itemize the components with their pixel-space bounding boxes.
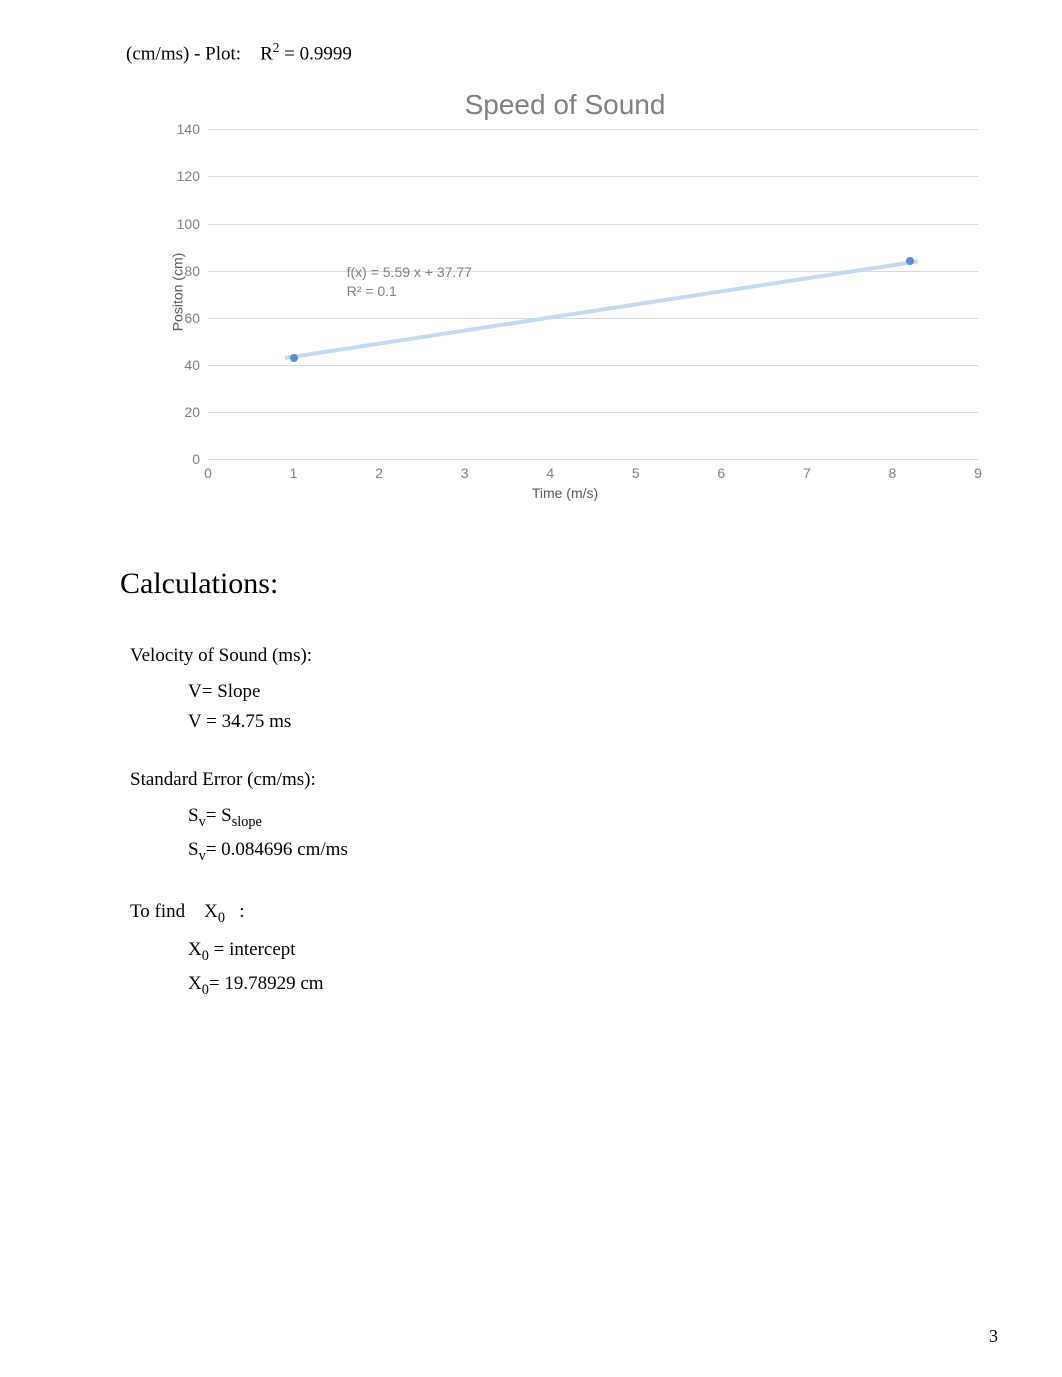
- v-rhs: Slope: [217, 681, 260, 702]
- x0a-sym: X: [188, 939, 202, 960]
- x-tick-label: 5: [632, 465, 640, 481]
- sslope-sym: S: [221, 805, 232, 826]
- plot-r2-line: (cm/ms) - Plot: R2 = 0.9999: [126, 40, 1002, 65]
- x0-sub: 0: [218, 910, 225, 926]
- plot-area: f(x) = 5.59 x + 37.77 R² = 0.1 020406080…: [208, 129, 978, 459]
- x-tick-label: 0: [204, 465, 212, 481]
- r2-rest: = 0.9999: [279, 43, 351, 64]
- sv2-sym: S: [188, 839, 199, 860]
- sv-sym: S: [188, 805, 199, 826]
- stderr-label: Standard Error (cm/ms):: [130, 769, 1002, 791]
- x-tick-label: 3: [461, 465, 469, 481]
- x0-sym: X: [204, 901, 218, 922]
- fit-line-1: f(x) = 5.59 x + 37.77: [347, 263, 472, 282]
- x-tick-label: 9: [974, 465, 982, 481]
- find-label: To find X0 :: [130, 901, 1002, 927]
- v-eq: =: [202, 681, 217, 702]
- stderr-line-2: Sv= 0.084696 cm/ms: [188, 839, 1002, 865]
- find-line-2: X0= 19.78929 cm: [188, 973, 1002, 999]
- sv-sub: v: [199, 814, 206, 830]
- x-axis-label: Time (m/s): [130, 485, 1000, 501]
- chart-title: Speed of Sound: [130, 89, 1000, 121]
- x0b-sym: X: [188, 973, 202, 994]
- x0b-rest: = 19.78929 cm: [209, 973, 324, 994]
- stderr-block: Standard Error (cm/ms): Sv= Sslope Sv= 0…: [130, 769, 1002, 865]
- sv2-sub: v: [199, 848, 206, 864]
- sv-eq: =: [206, 805, 221, 826]
- top-prefix: (cm/ms) - Plot:: [126, 43, 241, 64]
- y-tick-label: 20: [140, 404, 200, 420]
- stderr-line-1: Sv= Sslope: [188, 805, 1002, 831]
- x-tick-label: 8: [889, 465, 897, 481]
- r2-sym: R: [260, 43, 273, 64]
- x0a-rest: = intercept: [209, 939, 296, 960]
- y-tick-label: 0: [140, 451, 200, 467]
- data-marker: [906, 257, 914, 265]
- y-tick-label: 100: [140, 216, 200, 232]
- page-number: 3: [989, 1326, 998, 1347]
- y-tick-label: 80: [140, 263, 200, 279]
- find-prefix: To find: [130, 901, 185, 922]
- x-tick-label: 7: [803, 465, 811, 481]
- gridlines: [208, 129, 978, 459]
- fit-line-2: R² = 0.1: [347, 282, 472, 301]
- x0b-sub: 0: [202, 981, 209, 997]
- sslope-sub: slope: [232, 814, 262, 830]
- calculations-heading: Calculations:: [120, 567, 1002, 601]
- velocity-label: Velocity of Sound (ms):: [130, 645, 1002, 667]
- find-block: To find X0 : X0 = intercept X0= 19.78929…: [130, 901, 1002, 998]
- y-tick-label: 60: [140, 310, 200, 326]
- v-sym: V: [188, 681, 202, 702]
- y-tick-label: 40: [140, 357, 200, 373]
- velocity-line-2: V = 34.75 ms: [188, 711, 1002, 733]
- velocity-line-1: V= Slope: [188, 681, 1002, 703]
- y-tick-label: 120: [140, 168, 200, 184]
- fit-equation-text: f(x) = 5.59 x + 37.77 R² = 0.1: [347, 263, 472, 301]
- x0a-sub: 0: [202, 948, 209, 964]
- sv2-rest: = 0.084696 cm/ms: [206, 839, 348, 860]
- x-tick-label: 6: [717, 465, 725, 481]
- velocity-block: Velocity of Sound (ms): V= Slope V = 34.…: [130, 645, 1002, 733]
- find-line-1: X0 = intercept: [188, 939, 1002, 965]
- data-marker: [290, 354, 298, 362]
- x-tick-label: 4: [546, 465, 554, 481]
- x-tick-label: 2: [375, 465, 383, 481]
- find-colon: :: [239, 901, 244, 922]
- speed-of-sound-chart: Speed of Sound Positon (cm) Time (m/s) f…: [130, 77, 1000, 507]
- y-tick-label: 140: [140, 121, 200, 137]
- x-tick-label: 1: [290, 465, 298, 481]
